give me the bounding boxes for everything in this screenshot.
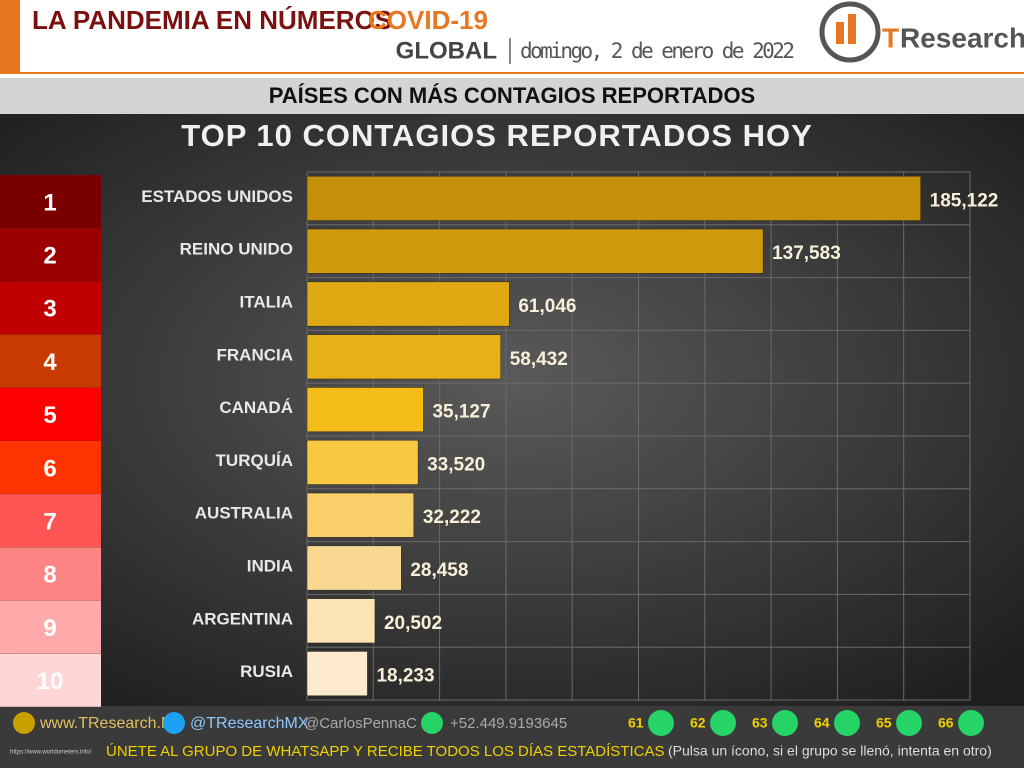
footer-cta: ÚNETE AL GRUPO DE WHATSAPP Y RECIBE TODO… (106, 743, 664, 760)
rank-box (0, 600, 101, 654)
rank-number: 5 (43, 402, 56, 429)
category-label: INDIA (247, 556, 293, 575)
rank-box (0, 228, 101, 282)
rank-box (0, 547, 101, 601)
group-number[interactable]: 63 (752, 715, 768, 731)
logo-t: T (882, 22, 899, 53)
header-topic: COVID-19 (368, 5, 488, 35)
rank-number: 4 (43, 349, 57, 376)
whatsapp-icon[interactable] (710, 710, 736, 736)
subtitle: PAÍSES CON MÁS CONTAGIOS REPORTADOS (269, 83, 755, 108)
whatsapp-icon[interactable] (648, 710, 674, 736)
bar (306, 387, 424, 433)
chart-title: TOP 10 CONTAGIOS REPORTADOS HOY (181, 118, 813, 153)
header-accent (0, 0, 20, 74)
subtitle-band (0, 78, 1024, 114)
category-label: ARGENTINA (192, 609, 293, 628)
rank-box (0, 653, 101, 707)
whatsapp-icon[interactable] (772, 710, 798, 736)
bar (306, 228, 764, 274)
rank-number: 7 (43, 509, 56, 536)
group-number[interactable]: 64 (814, 715, 830, 731)
value-label: 58,432 (510, 349, 568, 370)
value-label: 28,458 (410, 560, 468, 581)
value-label: 20,502 (384, 613, 442, 634)
footer-cta-note: (Pulsa un ícono, si el grupo se llenó, i… (668, 743, 992, 759)
logo-bar (836, 22, 844, 44)
rank-box (0, 175, 101, 228)
web-icon (13, 712, 35, 734)
footer-twitter2[interactable]: @CarlosPennaC (304, 715, 417, 732)
bar (306, 651, 368, 697)
footer-phone[interactable]: +52.449.9193645 (450, 715, 567, 732)
bar (306, 439, 419, 485)
rank-number: 1 (43, 189, 56, 216)
rank-number: 6 (43, 455, 56, 482)
bar (306, 598, 376, 644)
rank-box (0, 441, 101, 494)
whatsapp-icon[interactable] (834, 710, 860, 736)
value-label: 185,122 (930, 190, 999, 211)
group-number[interactable]: 62 (690, 715, 706, 731)
bar (306, 175, 921, 221)
bar (306, 492, 415, 538)
bar (306, 334, 501, 380)
footer-source: https://www.worldometers.info/ (10, 750, 92, 756)
footer-web[interactable]: www.TResearch.Mx (39, 715, 182, 732)
rank-number: 2 (43, 243, 56, 270)
value-label: 32,222 (423, 507, 481, 528)
category-label: REINO UNIDO (180, 240, 293, 259)
category-label: TURQUÍA (216, 451, 293, 470)
value-label: 33,520 (427, 454, 485, 475)
phone-icon (421, 712, 443, 734)
logo-text: Research (900, 22, 1024, 53)
whatsapp-icon[interactable] (958, 710, 984, 736)
bar (306, 545, 402, 591)
header-scope: GLOBAL (396, 37, 497, 64)
rank-number: 10 (37, 668, 64, 695)
category-label: ESTADOS UNIDOS (141, 187, 293, 206)
rank-box (0, 494, 101, 548)
category-label: RUSIA (240, 662, 293, 681)
value-label: 18,233 (376, 666, 434, 687)
category-label: FRANCIA (217, 345, 294, 364)
group-number[interactable]: 65 (876, 715, 892, 731)
rank-box (0, 387, 101, 441)
group-number[interactable]: 61 (628, 715, 644, 731)
rank-number: 3 (43, 296, 56, 323)
header-date: domingo, 2 de enero de 2022 (520, 39, 795, 63)
group-number[interactable]: 66 (938, 715, 954, 731)
rank-box (0, 334, 101, 388)
category-label: ITALIA (239, 292, 293, 311)
rank-number: 8 (43, 562, 56, 589)
header-title: LA PANDEMIA EN NÚMEROS (32, 5, 392, 35)
logo-ring (819, 1, 881, 63)
value-label: 35,127 (432, 402, 490, 423)
rank-number: 9 (43, 615, 56, 642)
category-label: AUSTRALIA (195, 504, 293, 523)
bar (306, 281, 510, 327)
value-label: 61,046 (518, 296, 576, 317)
twitter-icon (163, 712, 185, 734)
whatsapp-icon[interactable] (896, 710, 922, 736)
category-label: CANADÁ (219, 398, 293, 417)
logo-bar (848, 14, 856, 44)
value-label: 137,583 (772, 243, 841, 264)
footer-twitter[interactable]: @TResearchMX (190, 715, 309, 732)
rank-box (0, 281, 101, 335)
plot: ESTADOS UNIDOS 185,122 REINO UNIDO 137,583 I… (141, 171, 999, 701)
